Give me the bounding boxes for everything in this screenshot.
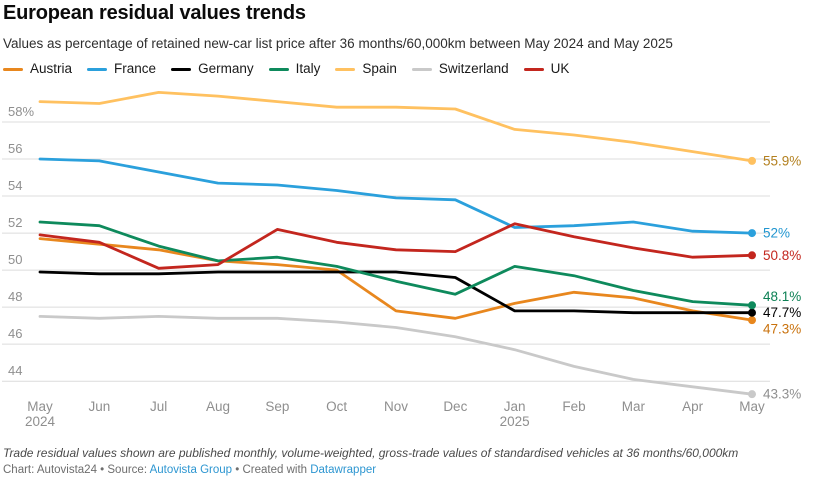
end-dot-switzerland [748,390,756,399]
x-axis-label-may: May [27,399,53,414]
end-dot-spain [748,156,756,165]
end-dot-italy [748,301,756,310]
x-axis-label-dec: Dec [443,399,467,414]
line-austria [38,237,754,322]
x-axis-label-sep: Sep [265,399,289,414]
legend-swatch-switzerland [411,67,432,71]
legend-label: France [114,61,157,76]
end-label-austria: 47.3% [763,322,801,337]
legend-label: Spain [362,61,397,76]
legend-item-germany: Germany [171,61,254,77]
end-label-spain: 55.9% [763,153,801,168]
end-label-uk: 50.8% [763,248,801,263]
x-axis-label-may: May [739,399,765,414]
legend-item-austria: Austria [3,61,72,77]
x-axis-label-jul: Jul [150,399,167,414]
chart-legend: Austria France Germany Italy Spain Switzerlan… [3,61,584,77]
y-axis-label-44: 44 [8,363,22,378]
attribution: Chart: Autovista24 • Source: Autovista G… [3,464,376,476]
end-label-germany: 47.7% [763,305,801,320]
end-label-switzerland: 43.3% [763,387,801,402]
line-france [38,157,754,235]
legend-swatch-france [87,67,108,71]
x-axis-label-oct: Oct [326,399,347,414]
y-axis-label-46: 46 [8,326,22,341]
line-italy [38,220,754,307]
end-dot-uk [748,251,756,260]
legend-swatch-austria [3,67,23,71]
legend-label: Switzerland [438,61,509,76]
end-dot-germany [748,308,756,317]
x-axis-label-mar: Mar [622,399,646,414]
y-axis-label-48: 48 [8,289,22,304]
y-axis-label-56: 56 [8,141,22,156]
line-spain [38,91,754,163]
x-axis-label-jan: Jan [504,399,526,414]
legend-item-uk: UK [523,61,570,77]
legend-swatch-germany [171,67,192,71]
legend-item-switzerland: Switzerland [411,61,509,77]
x-axis-label-2025: 2025 [500,414,530,429]
end-dot-austria [748,316,756,325]
x-axis-label-2024: 2024 [25,414,56,429]
y-axis-label-54: 54 [8,178,22,193]
line-germany [38,270,754,315]
legend-label: Austria [30,61,73,76]
datawrapper-link[interactable]: Datawrapper [310,464,377,476]
legend-label: Germany [198,61,254,76]
y-axis-label-52: 52 [8,215,22,230]
legend-item-italy: Italy [268,61,321,77]
end-label-italy: 48.1% [763,289,801,304]
legend-label: UK [550,61,570,76]
x-axis-label-nov: Nov [384,399,408,414]
legend-swatch-uk [523,67,544,71]
legend-label: Italy [295,61,321,76]
chart-subtitle: Values as percentage of retained new-car… [3,36,673,51]
x-axis-label-feb: Feb [562,399,585,414]
legend-swatch-italy [268,67,289,71]
line-switzerland [38,314,754,396]
legend-swatch-spain [335,67,356,71]
legend-item-france: France [87,61,156,77]
end-dot-france [748,229,756,238]
source-link[interactable]: Autovista Group [149,464,233,476]
y-axis-label-50: 50 [8,252,22,267]
credit-middle: • Created with [232,464,311,476]
x-axis-label-aug: Aug [206,399,230,414]
page-title: European residual values trends [3,2,306,24]
x-axis-label-jun: Jun [88,399,110,414]
y-axis-label-58: 58% [8,104,34,119]
legend-item-spain: Spain [335,61,397,77]
credit-prefix: Chart: Autovista24 • Source: [3,464,150,476]
end-label-france: 52% [763,226,790,241]
x-axis-label-apr: Apr [682,399,704,414]
footnote: Trade residual values shown are publishe… [3,446,739,460]
line-uk [38,222,754,270]
